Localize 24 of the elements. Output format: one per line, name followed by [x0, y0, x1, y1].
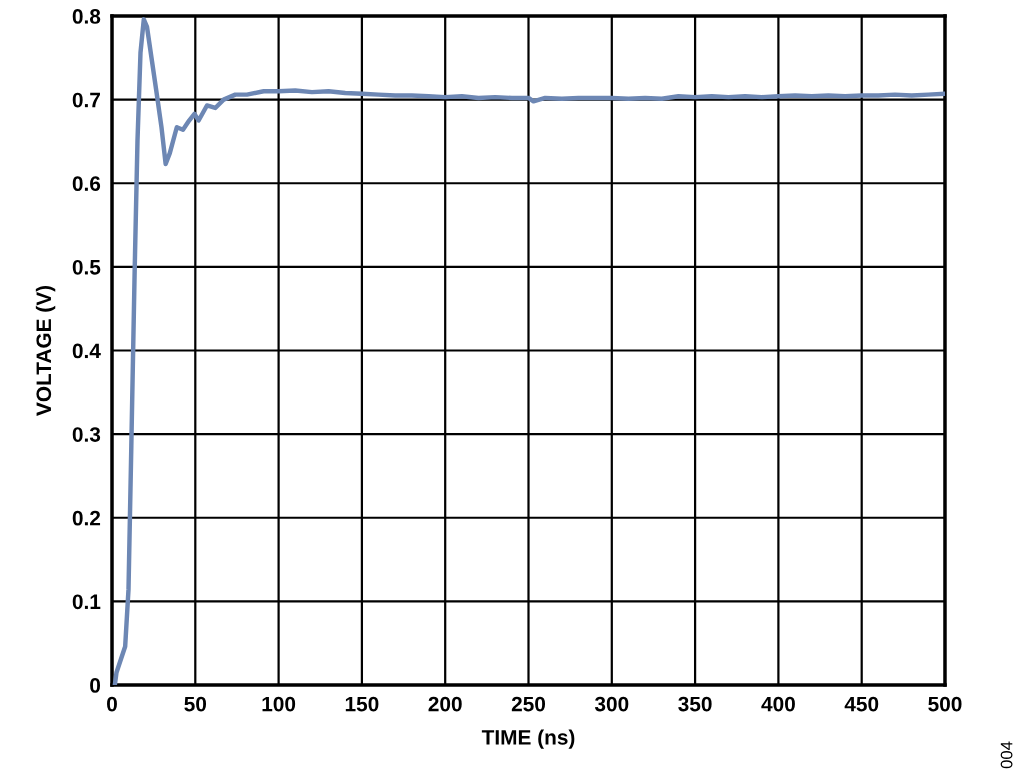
- y-tick-label: 0: [90, 678, 101, 693]
- y-tick-label: 0.6: [72, 176, 101, 191]
- y-tick-label: 0.8: [72, 9, 101, 24]
- y-axis-title: VOLTAGE (V): [35, 285, 56, 416]
- y-tick-label: 0.4: [72, 343, 101, 359]
- y-tick-label: 0.1: [72, 594, 101, 610]
- x-tick-label: 100: [262, 696, 296, 712]
- y-tick-label: 0.3: [72, 427, 101, 442]
- x-tick-label: 50: [184, 696, 207, 712]
- x-tick-label: 0: [107, 696, 117, 712]
- line-series: [112, 17, 945, 685]
- x-tick-label: 150: [345, 696, 379, 712]
- x-tick-label: 400: [761, 696, 795, 712]
- y-tick-label: 0.7: [72, 92, 100, 108]
- y-tick-label: 0.5: [72, 259, 101, 275]
- text: 004: [1000, 741, 1013, 769]
- x-tick-label: 300: [594, 696, 629, 712]
- x-tick-label: 450: [844, 696, 879, 712]
- x-tick-label: 500: [928, 696, 962, 712]
- x-tick-label: 350: [678, 696, 712, 712]
- x-axis-title: TIME (ns): [481, 729, 575, 749]
- x-tick-label: 200: [428, 696, 462, 712]
- y-tick-label: 0.2: [72, 510, 101, 526]
- x-tick-label: 250: [511, 696, 546, 712]
